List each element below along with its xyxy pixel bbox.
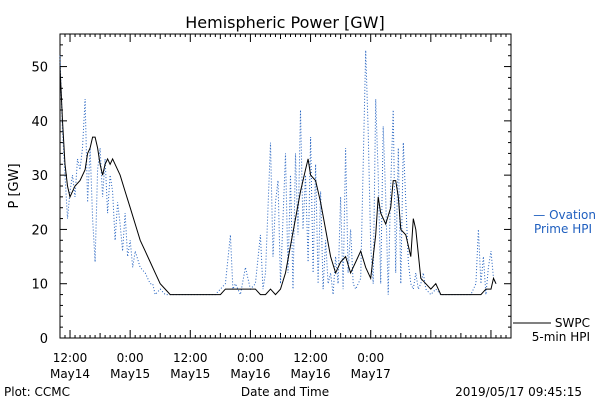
plot-frame: [59, 33, 512, 339]
legend-swpc-line2: 5-min HPI: [532, 330, 590, 344]
x-axis-label: Date and Time: [241, 385, 329, 399]
series-ovation-prime-line: [59, 50, 497, 297]
x-axis: 12:00 May14 0:00 May15 12:00 May15 0:00 May16 12…: [50, 34, 512, 381]
x-tick-label-time: 12:00: [53, 351, 88, 365]
series-swpc-line: [59, 66, 497, 296]
chart-title: Hemispheric Power [GW]: [185, 13, 384, 32]
legend-ovation-line2: Prime HPI: [534, 222, 592, 236]
y-tick-label: 20: [31, 223, 48, 238]
x-tick-label-time: 12:00: [293, 351, 328, 365]
y-tick-label: 30: [31, 169, 48, 184]
y-axis-label: P [GW]: [7, 163, 22, 208]
x-tick-label-date: May14: [50, 367, 90, 381]
x-tick-label-date: May15: [110, 367, 150, 381]
x-tick-label-date: May16: [230, 367, 270, 381]
y-axis: 0 10 20 30 40 50: [31, 33, 511, 347]
x-tick-label-time: 0:00: [237, 351, 264, 365]
x-tick-label-date: May16: [291, 367, 331, 381]
y-tick-label: 40: [31, 115, 48, 130]
footer-timestamp: 2019/05/17 09:45:15: [455, 385, 582, 399]
y-tick-label: 50: [31, 61, 48, 76]
x-tick-label-time: 0:00: [117, 351, 144, 365]
footer-plot-credit: Plot: CCMC: [4, 385, 70, 399]
y-tick-label: 0: [40, 332, 48, 347]
x-tick-label-date: May15: [170, 367, 210, 381]
x-tick-label-time: 12:00: [173, 351, 208, 365]
x-tick-label-date: May17: [351, 367, 391, 381]
y-tick-label: 10: [31, 278, 48, 293]
legend-ovation-line1: — Ovation: [533, 208, 596, 222]
legend-swpc-line1: SWPC: [555, 316, 590, 330]
series-group: [59, 50, 497, 297]
x-tick-label-time: 0:00: [357, 351, 384, 365]
